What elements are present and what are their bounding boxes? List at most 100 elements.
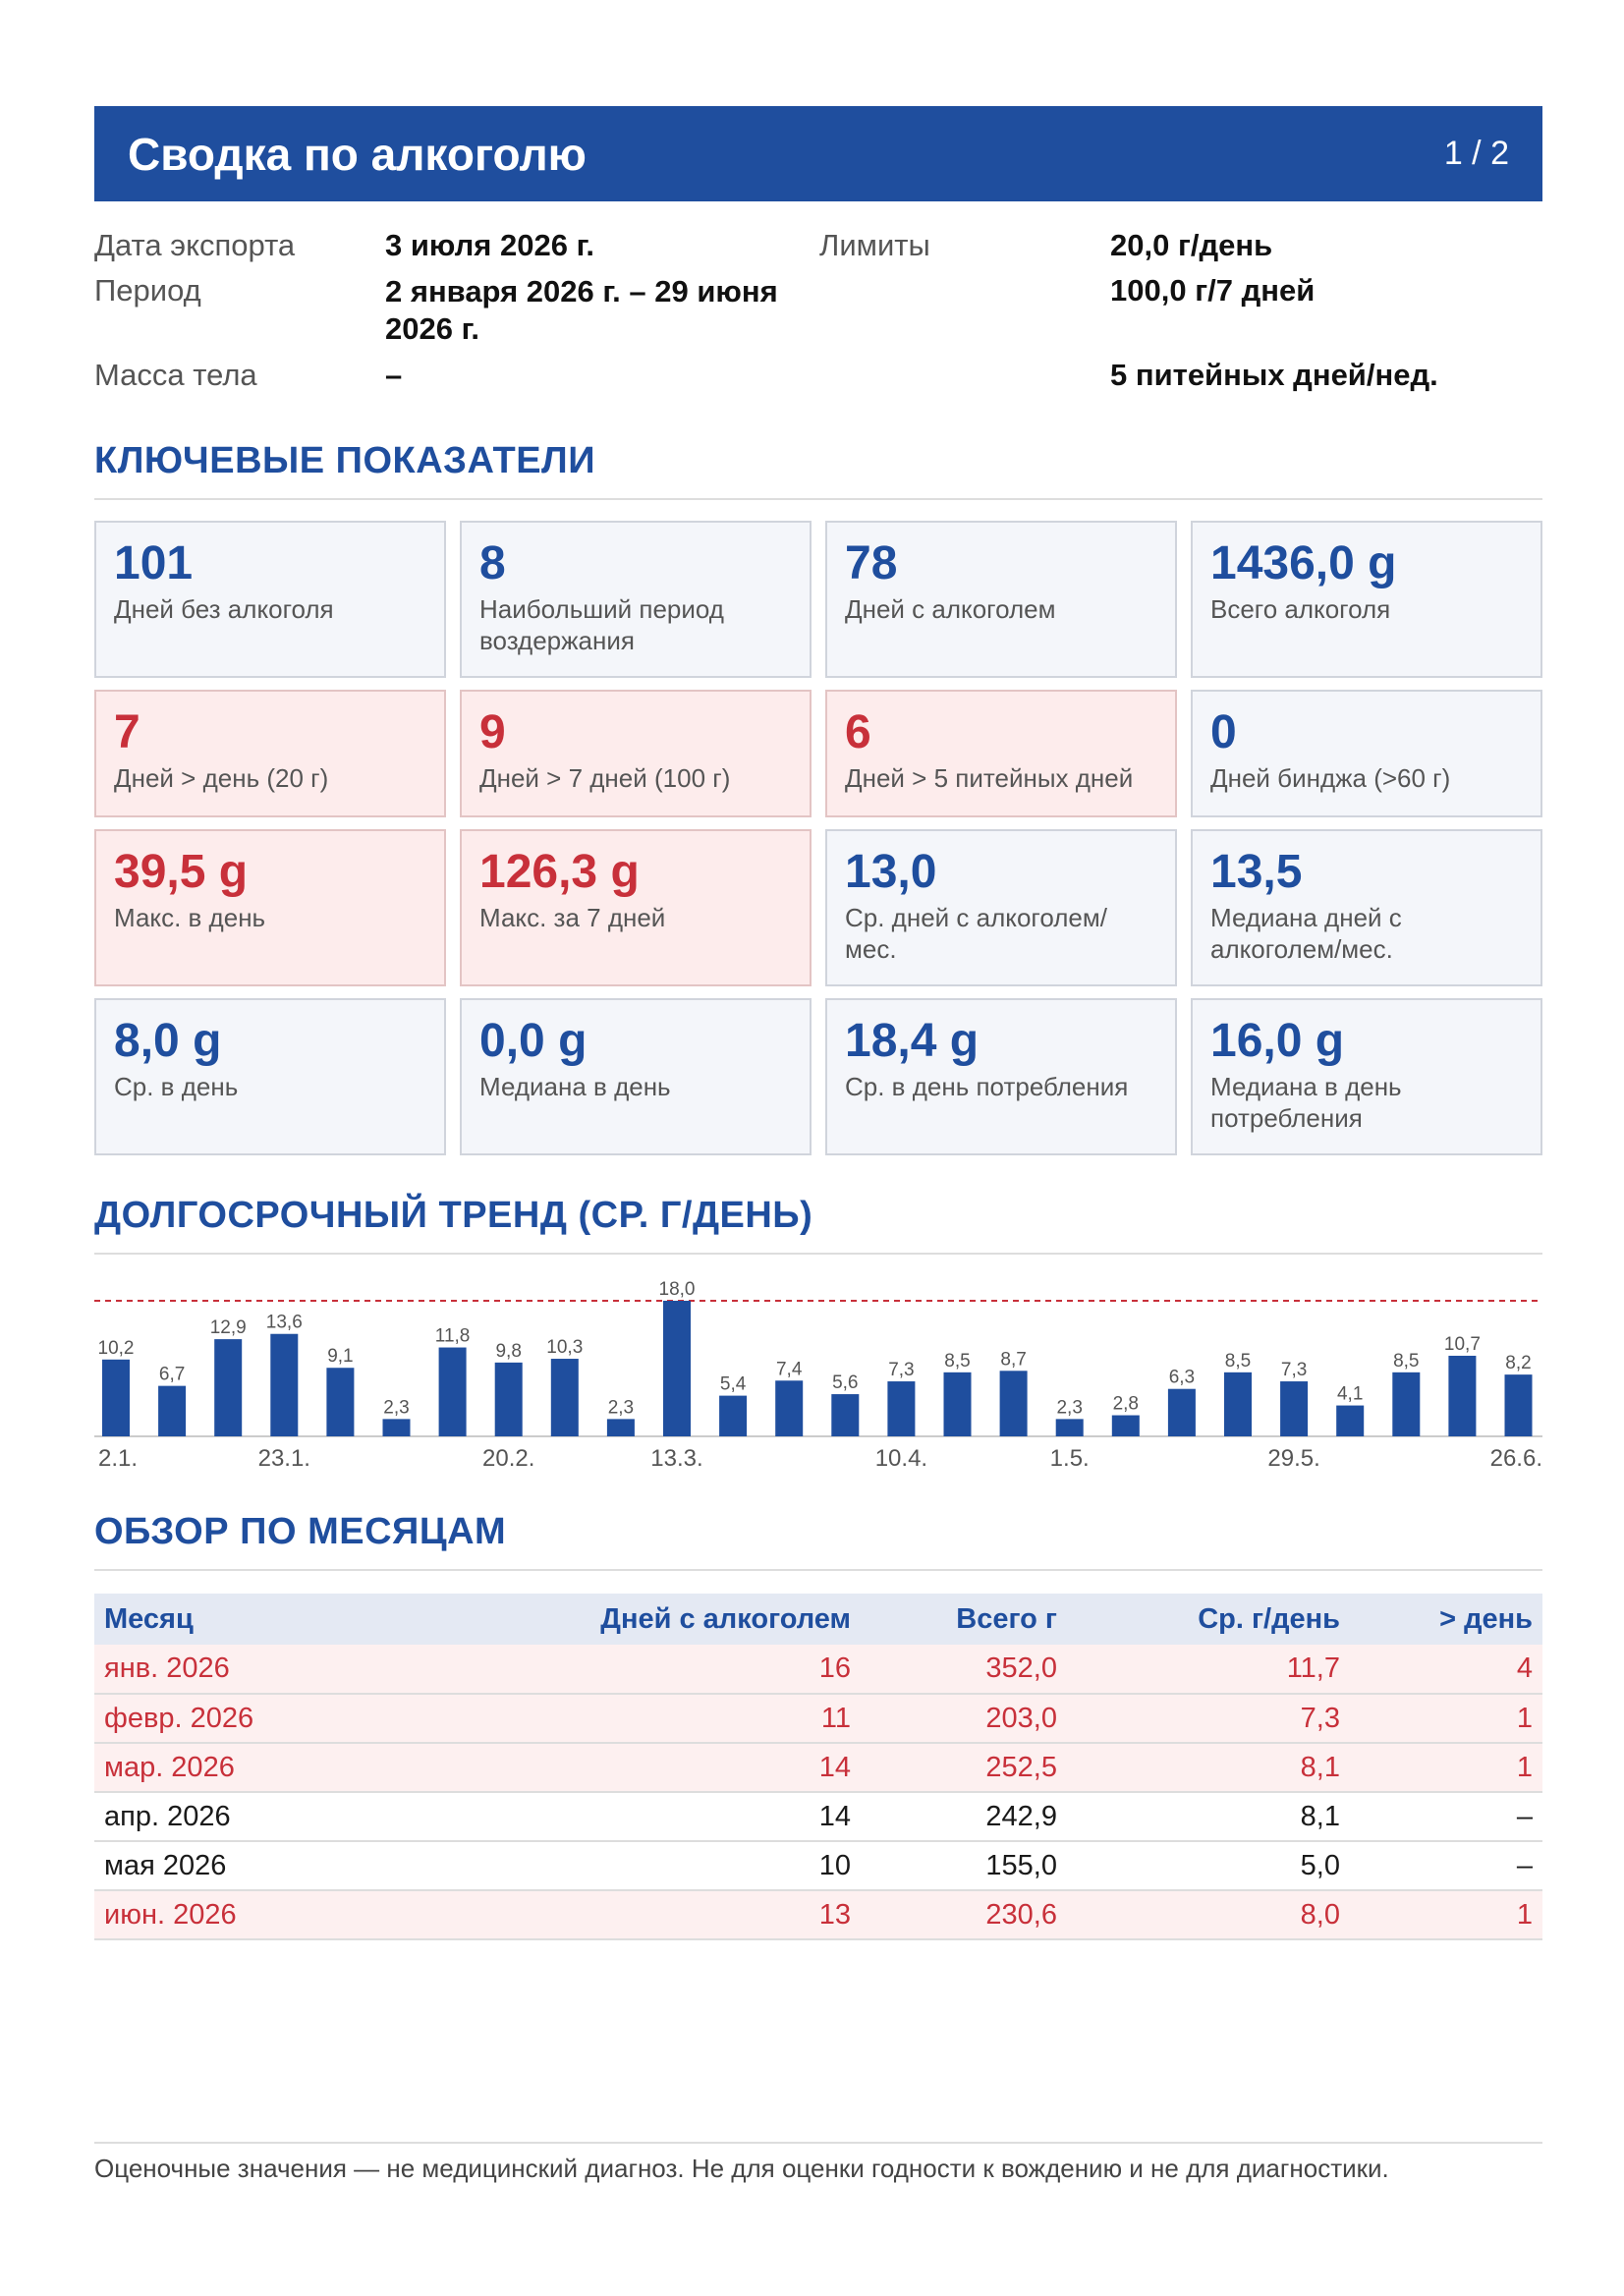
table-row: мар. 2026 14 252,5 8,1 1 [94, 1743, 1542, 1793]
kpi-label: Медиана в день [479, 1072, 671, 1102]
trend-bar [1504, 1374, 1533, 1436]
kpi-card: 8,0 g Ср. в день [94, 998, 446, 1155]
kpi-value: 18,4 g [845, 1015, 980, 1067]
trend-bar [663, 1301, 691, 1436]
trend-bar [1336, 1405, 1365, 1436]
kpi-label: Дней > день (20 г) [114, 763, 329, 794]
over-limit-cell: 4 [1350, 1645, 1542, 1695]
trend-bar [550, 1359, 579, 1436]
trend-bar [158, 1385, 187, 1436]
kpi-value: 126,3 g [479, 846, 640, 898]
x-tick-label: 1.5. [1050, 1445, 1090, 1472]
kpi-label: Всего алкоголя [1210, 594, 1391, 625]
bar-value-label: 8,5 [1225, 1351, 1251, 1372]
drinking-days-cell: 10 [389, 1841, 861, 1891]
column-header-drinking-days: Дней с алкоголем [389, 1594, 861, 1645]
total-cell: 230,6 [861, 1890, 1067, 1940]
month-cell: февр. 2026 [94, 1694, 389, 1744]
column-header-over-limit: > день [1350, 1594, 1542, 1645]
kpi-value: 0 [1210, 706, 1237, 758]
kpi-value: 16,0 g [1210, 1015, 1345, 1067]
kpi-card: 39,5 g Макс. в день [94, 829, 446, 986]
period-value: 2 января 2026 г. – 29 июня 2026 г. [385, 274, 778, 346]
trend-bar [438, 1347, 467, 1436]
kpi-label: Дней без алкоголя [114, 594, 334, 625]
trend-bar [214, 1339, 243, 1436]
trend-bar [831, 1394, 860, 1436]
kpi-grid: 101 Дней без алкоголя 8 Наибольший период в… [94, 521, 1542, 1155]
kpi-value: 13,0 [845, 846, 937, 898]
section-title-kpi: КЛЮЧЕВЫЕ ПОКАЗАТЕЛИ [94, 440, 1542, 500]
bar-value-label: 8,5 [1393, 1351, 1419, 1372]
drinking-days-cell: 14 [389, 1743, 861, 1793]
bar-value-label: 12,9 [210, 1317, 247, 1338]
drinking-days-cell: 13 [389, 1890, 861, 1940]
over-limit-cell: 1 [1350, 1890, 1542, 1940]
kpi-label: Ср. дней с алкоголем/мес. [845, 903, 1107, 964]
page-number: 1 / 2 [1443, 135, 1509, 172]
avg-cell: 5,0 [1067, 1841, 1350, 1891]
over-limit-cell: – [1350, 1792, 1542, 1842]
bar-value-label: 7,3 [1281, 1360, 1307, 1380]
bar-value-label: 2,3 [1056, 1397, 1082, 1418]
kpi-value: 8 [479, 537, 506, 589]
drinking-days-cell: 16 [389, 1645, 861, 1695]
section-title-months: ОБЗОР ПО МЕСЯЦАМ [94, 1511, 1542, 1571]
drinking-days-cell: 11 [389, 1694, 861, 1744]
export-date-label: Дата экспорта [94, 228, 296, 262]
limit-drinking-days-value: 5 питейных дней/нед. [1110, 358, 1438, 392]
bar-value-label: 18,0 [659, 1279, 696, 1300]
bar-value-label: 8,5 [944, 1351, 970, 1372]
bar-value-label: 9,1 [327, 1346, 353, 1367]
kpi-value: 6 [845, 706, 871, 758]
bar-value-label: 2,3 [383, 1397, 409, 1418]
table-body: янв. 2026 16 352,0 11,7 4 февр. 2026 11 203,0 7,… [94, 1645, 1542, 1940]
kpi-value: 0,0 g [479, 1015, 588, 1067]
trend-bar [270, 1333, 299, 1436]
bar-value-label: 7,4 [776, 1359, 803, 1379]
bar-value-label: 5,6 [832, 1372, 858, 1393]
over-limit-cell: – [1350, 1841, 1542, 1891]
body-weight-value: – [385, 358, 403, 392]
table-row: апр. 2026 14 242,9 8,1– [94, 1792, 1542, 1842]
bar-value-label: 4,1 [1337, 1384, 1363, 1405]
month-cell: июн. 2026 [94, 1890, 389, 1940]
kpi-label: Ср. в день [114, 1072, 239, 1102]
x-tick-label: 26.6. [1490, 1445, 1542, 1472]
kpi-label: Медиана в день потребления [1210, 1072, 1402, 1133]
footer-disclaimer: Оценочные значения — не медицинский диаг… [94, 2154, 1389, 2183]
trend-bar-chart: 10,2 6,7 12,9 13,6 9,1 2,3 11,8 9,8 10,3 2,3 18,0 5… [94, 1279, 1542, 1472]
trend-bar [1280, 1381, 1309, 1436]
total-cell: 155,0 [861, 1841, 1067, 1891]
trend-bar [887, 1381, 916, 1436]
trend-bar [719, 1395, 748, 1436]
kpi-value: 39,5 g [114, 846, 249, 898]
kpi-value: 7 [114, 706, 140, 758]
x-tick-label: 29.5. [1267, 1445, 1319, 1472]
avg-cell: 11,7 [1067, 1645, 1350, 1695]
kpi-label: Медиана дней с алкоголем/мес. [1210, 903, 1402, 964]
table-row: мая 2026 10 155,0 5,0– [94, 1841, 1542, 1891]
trend-bar [326, 1368, 355, 1436]
kpi-value: 1436,0 g [1210, 537, 1397, 589]
month-cell: янв. 2026 [94, 1645, 389, 1695]
kpi-label: Наибольший период воздержания [479, 594, 724, 655]
kpi-label: Макс. в день [114, 903, 266, 933]
kpi-label: Дней с алкоголем [845, 594, 1056, 625]
footer-divider [94, 2142, 1542, 2144]
kpi-card: 101 Дней без алкоголя [94, 521, 446, 678]
kpi-label: Дней > 5 питейных дней [845, 763, 1134, 794]
total-cell: 242,9 [861, 1792, 1067, 1842]
kpi-card: 9 Дней > 7 дней (100 г) [460, 690, 812, 817]
kpi-card: 8 Наибольший период воздержания [460, 521, 812, 678]
kpi-value: 13,5 [1210, 846, 1303, 898]
kpi-value: 101 [114, 537, 194, 589]
trend-bar [943, 1372, 972, 1436]
drinking-days-cell: 14 [389, 1792, 861, 1842]
total-cell: 352,0 [861, 1645, 1067, 1695]
limit-week-value: 100,0 г/7 дней [1110, 273, 1316, 308]
bar-value-label: 13,6 [266, 1313, 303, 1333]
avg-cell: 8,1 [1067, 1743, 1350, 1793]
body-weight-label: Масса тела [94, 358, 257, 392]
kpi-card: 18,4 g Ср. в день потребления [825, 998, 1177, 1155]
